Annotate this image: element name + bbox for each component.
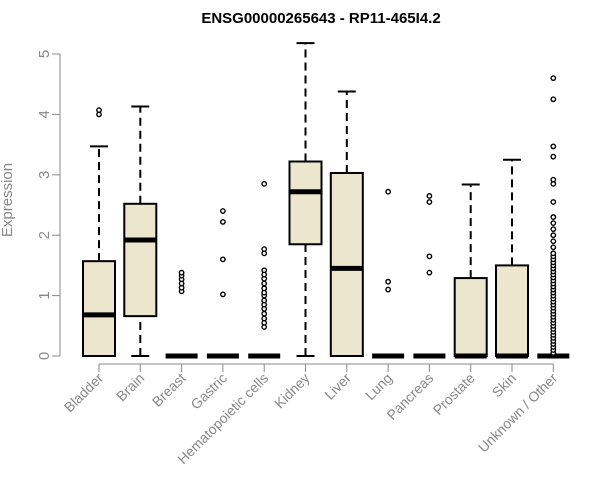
outlier-point	[219, 208, 226, 214]
box-iqr	[82, 260, 116, 357]
box-group	[82, 107, 116, 357]
y-axis-label: Expression	[0, 163, 16, 237]
outlier-point	[550, 250, 557, 257]
outlier-point	[550, 176, 557, 183]
box-group	[123, 105, 158, 357]
outlier-point	[550, 232, 557, 239]
outlier-point	[550, 153, 557, 160]
box-iqr	[495, 264, 529, 357]
outlier-point	[261, 310, 268, 317]
outlier-point	[261, 297, 268, 304]
box-iqr	[123, 202, 158, 318]
outlier-point	[261, 180, 268, 187]
x-tick-label: Liver	[321, 370, 354, 403]
outlier-point	[385, 286, 391, 293]
outlier-point	[385, 188, 391, 195]
outlier-point	[426, 253, 433, 260]
outlier-point	[219, 256, 226, 263]
box-group	[206, 208, 239, 359]
box-group	[495, 158, 529, 359]
y-tick-label: 0	[36, 352, 53, 360]
outlier-point	[385, 278, 391, 285]
outlier-point	[261, 315, 268, 322]
y-tick-label: 3	[36, 171, 53, 179]
outlier-point	[550, 226, 557, 233]
box-iqr	[453, 277, 488, 358]
box-iqr	[329, 171, 364, 357]
outlier-point	[426, 269, 433, 276]
box-group	[165, 269, 198, 359]
x-tick-label: Brain	[113, 370, 147, 404]
plot-area	[82, 42, 570, 359]
outlier-point	[550, 238, 557, 245]
y-tick-label: 4	[36, 110, 53, 118]
outlier-point	[550, 244, 557, 251]
outlier-point	[550, 96, 557, 103]
y-tick-label: 2	[36, 231, 53, 239]
x-tick-label: Lung	[362, 370, 395, 403]
chart-title: ENSG00000265643 - RP11-465I4.2	[201, 10, 440, 27]
box-group	[453, 183, 488, 359]
box-group	[329, 90, 364, 357]
x-tick-label: Prostate	[430, 370, 478, 418]
box-group	[288, 42, 323, 357]
y-tick-label: 5	[36, 50, 53, 58]
x-tick-label: Bladder	[61, 370, 107, 416]
x-tick-label: Breast	[149, 370, 189, 410]
box-iqr	[288, 160, 323, 246]
box-group	[248, 180, 281, 359]
outlier-point	[550, 220, 557, 227]
outlier-point	[426, 193, 433, 199]
outlier-point	[550, 199, 557, 205]
box-group	[537, 75, 570, 359]
outlier-point	[219, 219, 226, 225]
outlier-point	[261, 280, 268, 287]
outlier-point	[96, 107, 102, 114]
x-tick-label: Skin	[489, 370, 520, 401]
x-tick-label: Kidney	[271, 370, 313, 412]
box-group	[413, 193, 446, 359]
outlier-point	[219, 291, 226, 298]
outlier-point	[550, 214, 557, 220]
outlier-point	[261, 285, 268, 292]
outlier-point	[550, 143, 557, 150]
outlier-point	[261, 267, 268, 274]
outlier-point	[426, 199, 433, 205]
outlier-point	[261, 246, 268, 252]
box-group	[372, 188, 405, 359]
outlier-point	[178, 269, 185, 276]
outlier-point	[550, 75, 557, 82]
y-tick-label: 1	[36, 291, 53, 299]
